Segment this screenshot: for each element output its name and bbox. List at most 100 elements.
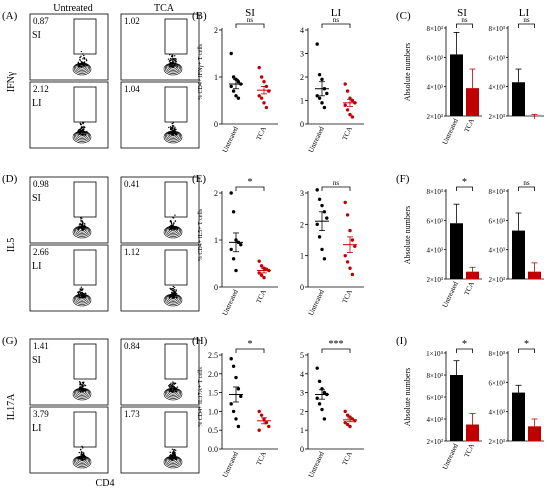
facs-event-dot <box>79 122 81 124</box>
facs-event-dot <box>79 130 82 132</box>
facs-percentage: 0.98 <box>33 179 49 189</box>
bar-category-label: Untreated <box>441 280 460 309</box>
facs-gate <box>164 411 188 448</box>
untreated-point <box>236 424 241 429</box>
tca-point <box>257 259 261 263</box>
facs-event-dot <box>171 291 173 294</box>
bar-tick-label: 6×10³ <box>426 217 443 225</box>
facs-gate <box>73 249 97 286</box>
untreated-point <box>239 243 243 247</box>
tca-point <box>348 424 352 429</box>
dot-category-label: Untreated <box>221 125 240 154</box>
facs-event-dot <box>82 388 85 390</box>
facs-event-dot <box>172 455 175 457</box>
facs-event-dot <box>170 220 172 222</box>
facs-event-dot <box>174 387 176 389</box>
untreated-point <box>229 191 233 195</box>
facs-event-dot <box>168 63 171 66</box>
facs-event-dot <box>81 459 83 461</box>
facs-event-dot <box>78 224 81 226</box>
facs-event-dot <box>176 226 178 229</box>
facs-event-dot <box>174 457 176 459</box>
facs-plot-frame <box>29 244 109 312</box>
facs-event-dot <box>171 452 174 455</box>
facs-event-dot <box>81 228 83 230</box>
bar-category-label: TCA <box>463 280 476 296</box>
facs-event-dot <box>171 287 174 290</box>
facs-event-dot <box>172 450 175 453</box>
untreated-point <box>317 379 322 384</box>
untreated-point <box>229 247 233 252</box>
facs-event-dot <box>82 132 84 135</box>
panel-row-il17a: (G) IL17A SI 1.41 0.84 LI 3.79 1.73 CD4 (H) % CD4+… <box>2 335 544 489</box>
untreated-point <box>236 80 241 84</box>
facs-plot-frame <box>29 406 109 474</box>
facs-event-dot <box>77 62 79 64</box>
facs-percentage: 3.79 <box>33 409 49 419</box>
untreated-point <box>322 105 327 110</box>
facs-event-dot <box>170 382 172 385</box>
bar-tick-label: 8×10³ <box>426 188 443 196</box>
facs-event-dot <box>78 66 80 68</box>
tca-point <box>259 264 264 268</box>
facs-event-dot <box>169 66 172 68</box>
bar-tick-label: 6×10³ <box>488 217 505 225</box>
facs-event-dot <box>83 65 85 68</box>
dot-tick-label: 0 <box>300 283 304 292</box>
bar-tick-label: 2×10³ <box>488 113 505 121</box>
facs-event-dot <box>77 228 80 231</box>
facs-event-dot <box>173 286 176 289</box>
facs-event-dot <box>80 294 83 297</box>
facs-event-dot <box>173 386 175 388</box>
facs-plot: 0.41 <box>120 176 200 244</box>
untreated-point <box>234 417 238 421</box>
facs-event-dot <box>170 62 172 65</box>
facs-event-dot <box>81 445 83 448</box>
untreated-point <box>315 366 319 370</box>
dot-tick-label: 3 <box>300 189 304 198</box>
facs-plot-frame <box>120 244 200 312</box>
bar-tick-label: 6×10³ <box>488 54 505 62</box>
facs-event-dot <box>77 291 79 294</box>
untreated-point <box>315 188 319 192</box>
tca-point <box>343 409 347 414</box>
bar-tick-label: 4×10³ <box>488 247 505 255</box>
facs-event-dot <box>83 63 86 65</box>
tca-bar <box>466 271 479 279</box>
facs-event-dot <box>173 55 176 57</box>
facs-plot-frame <box>120 13 200 81</box>
bar-category-label: Untreated <box>441 442 460 471</box>
facs-event-dot <box>175 456 177 458</box>
untreated-point <box>231 210 236 214</box>
facs-tissue-label: SI <box>32 355 41 366</box>
significance-bracket <box>518 348 535 353</box>
panel-letter: (G) <box>2 335 18 347</box>
facs-event-dot <box>170 454 172 456</box>
facs-event-dot <box>175 290 177 292</box>
dot-tick-label: 2 <box>300 407 304 416</box>
facs-event-dot <box>82 454 85 456</box>
facs-event-dot <box>169 383 171 386</box>
tca-point <box>259 273 264 277</box>
dot-tick-label: 0 <box>300 120 304 129</box>
bar-title: LI <box>519 7 530 19</box>
significance-bracket <box>321 348 351 353</box>
tca-point <box>343 420 347 425</box>
facs-event-dot <box>168 385 170 387</box>
facs-event-dot <box>176 228 178 231</box>
facs-event-dot <box>169 390 171 393</box>
bar-tick-label: 4×10³ <box>426 247 443 255</box>
facs-event-dot <box>173 132 175 135</box>
facs-event-dot <box>170 57 172 60</box>
facs-ylabel: IFNγ <box>6 71 17 92</box>
facs-event-dot <box>77 63 79 65</box>
dot-tick-label: 2 <box>214 26 218 35</box>
panel-letter: (C) <box>396 10 411 22</box>
facs-event-dot <box>172 383 174 385</box>
significance-label: * <box>462 339 467 350</box>
facs-event-dot <box>174 382 177 385</box>
facs-event-dot <box>81 225 83 227</box>
facs-percentage: 1.12 <box>124 247 140 257</box>
untreated-point <box>317 402 322 406</box>
facs-event-dot <box>79 382 81 384</box>
